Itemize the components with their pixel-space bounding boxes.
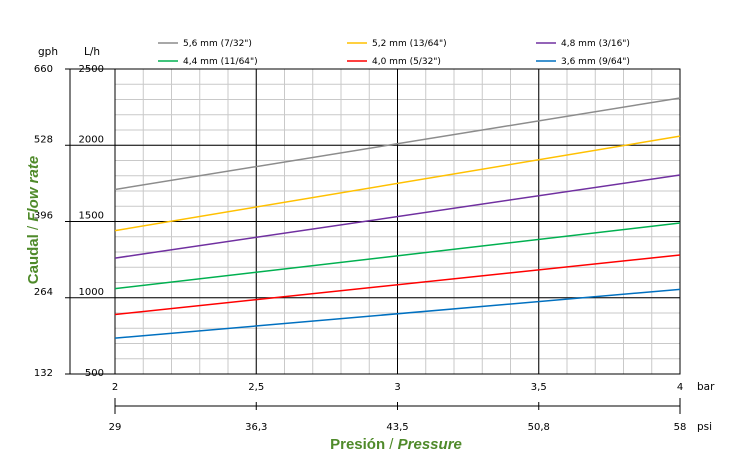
y2-tick-label: 396: [34, 211, 53, 222]
legend-label: 3,6 mm (9/64"): [561, 57, 630, 67]
x-unit-label: bar: [697, 381, 715, 393]
x-tick-label: 2,5: [248, 382, 264, 393]
legend: 5,6 mm (7/32") 5,2 mm (13/64") 4,8 mm (3/1…: [158, 39, 630, 67]
x-axis-title-es: Presión: [330, 436, 385, 453]
y-tick-label: 2000: [79, 134, 104, 145]
y-axes: 500 1000 1500 2000 2500 132 264 396 528 660: [34, 64, 115, 379]
series-line: [114, 254, 681, 316]
x2-tick-label: 58: [674, 422, 687, 433]
y-axis-title-es: Caudal: [25, 234, 42, 284]
y2-tick-label: 132: [34, 368, 53, 379]
series-line: [114, 222, 681, 290]
legend-label: 5,6 mm (7/32"): [183, 39, 252, 49]
legend-label: 5,2 mm (13/64"): [372, 39, 447, 49]
y-axis-title-sep: /: [25, 222, 42, 235]
y-axis-title: Caudal / Flow rate: [25, 156, 42, 284]
series-line: [114, 174, 681, 259]
major-grid: [115, 69, 680, 374]
x2-tick-label: 43,5: [386, 422, 408, 433]
x2-tick-label: 50,8: [528, 422, 550, 433]
x-axis-title-sep: /: [385, 436, 398, 453]
y2-tick-label: 264: [34, 287, 53, 298]
series-line: [114, 288, 681, 339]
series-line: [114, 97, 681, 191]
x-axes: 2 2,5 3 3,5 4 29 36,3 43,5 50,8 58: [109, 382, 687, 433]
y2-tick-label: 528: [34, 134, 53, 145]
x-tick-label: 3: [394, 382, 400, 393]
x2-tick-label: 29: [109, 422, 122, 433]
y-tick-label: 1500: [79, 211, 104, 222]
x-tick-label: 4: [677, 382, 683, 393]
x-axis-title-en: Pressure: [398, 436, 462, 453]
series-lines: [114, 97, 681, 339]
x-axis-title: Presión / Pressure: [330, 436, 462, 453]
legend-label: 4,0 mm (5/32"): [372, 57, 441, 67]
x2-unit-label: psi: [697, 421, 712, 433]
y-unit-label: L/h: [84, 46, 100, 58]
legend-label: 4,4 mm (11/64"): [183, 57, 258, 67]
y-tick-label: 1000: [79, 287, 104, 298]
x2-tick-label: 36,3: [245, 422, 267, 433]
series-line: [114, 135, 681, 232]
y2-tick-label: 660: [34, 64, 53, 75]
x-tick-label: 3,5: [531, 382, 547, 393]
legend-label: 4,8 mm (3/16"): [561, 39, 630, 49]
y-axis-title-en: Flow rate: [25, 156, 42, 222]
y2-unit-label: gph: [38, 46, 58, 58]
y-tick-label: 500: [85, 368, 104, 379]
y-tick-label: 2500: [79, 64, 104, 75]
x-tick-label: 2: [112, 382, 118, 393]
